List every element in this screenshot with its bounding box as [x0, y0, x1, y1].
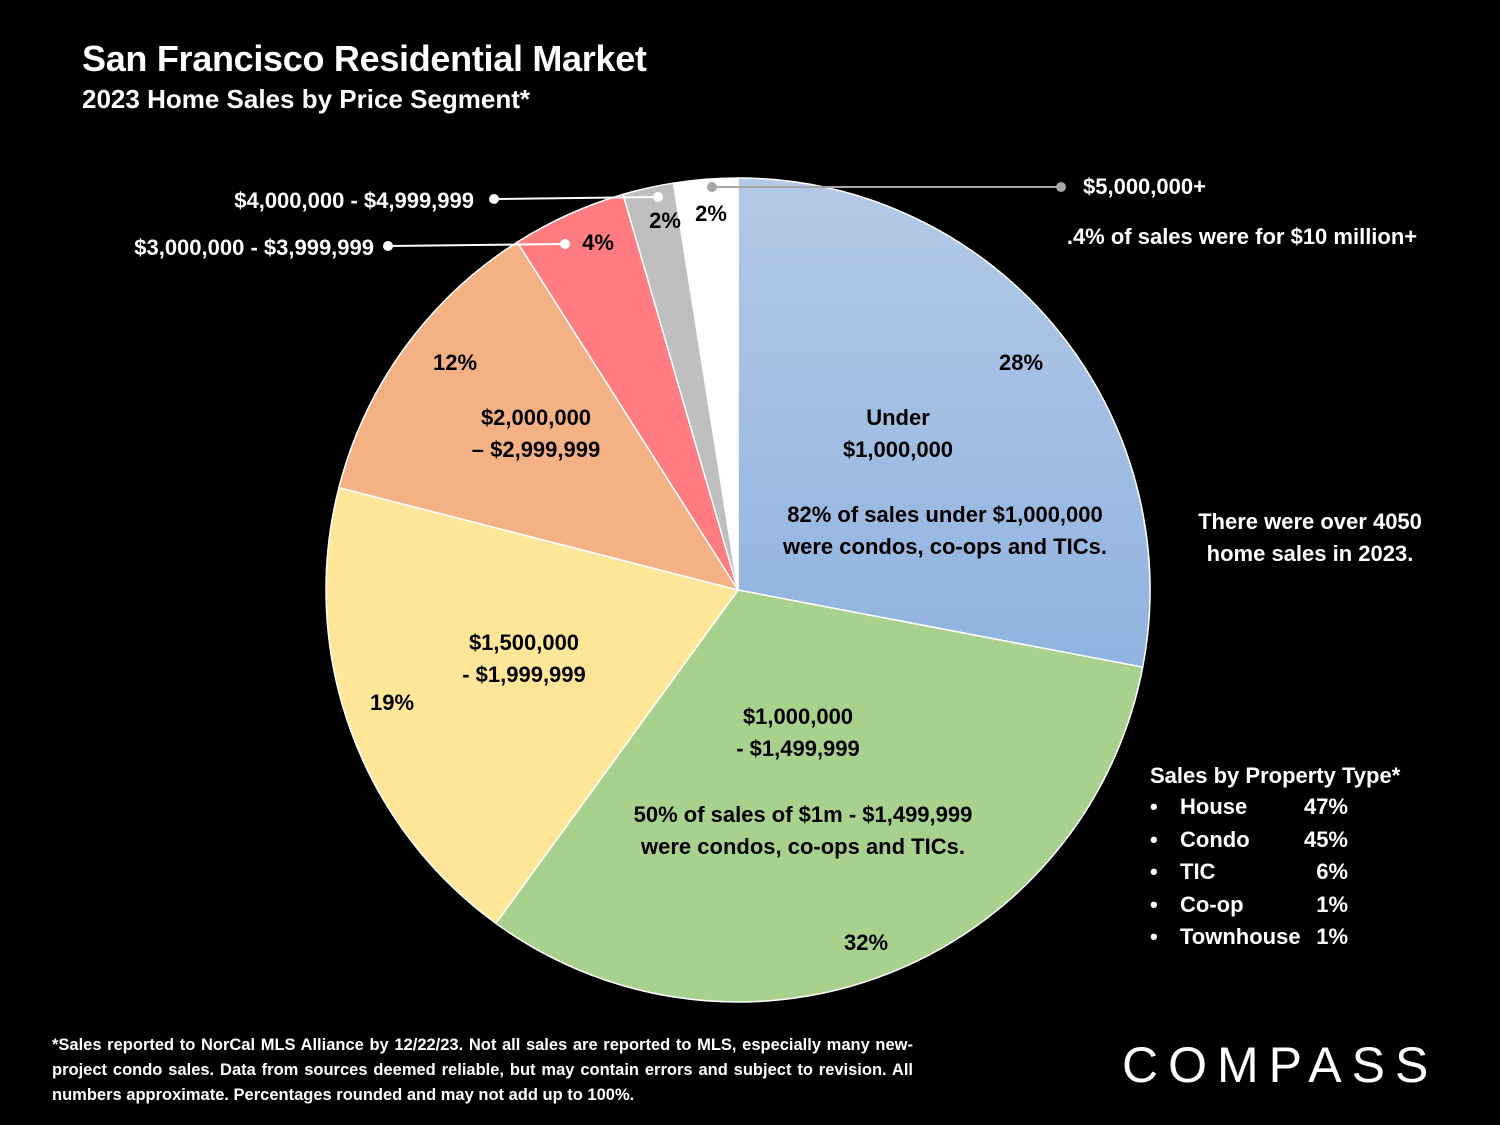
slice-category-label: - $1,999,999	[462, 662, 586, 687]
callout-label: $4,000,000 - $4,999,999	[234, 188, 474, 213]
slice-category-label: $1,000,000	[743, 704, 853, 729]
callout-leader-line	[387, 243, 566, 247]
total-sales-line-1: There were over 4050	[1198, 509, 1422, 534]
slice-category-label: $1,000,000	[843, 437, 953, 462]
footnote: *Sales reported to NorCal MLS Alliance b…	[52, 1036, 913, 1104]
slice-note: were condos, co-ops and TICs.	[782, 534, 1107, 559]
property-type-name: TIC	[1180, 859, 1216, 884]
property-type-name: House	[1180, 794, 1248, 819]
property-type-name: Townhouse	[1180, 924, 1301, 949]
property-type-panel: Sales by Property Type* • House 47% • Condo…	[1150, 763, 1400, 954]
slice-category-label: - $1,499,999	[736, 736, 860, 761]
slice-percent-label: 28%	[999, 350, 1043, 375]
bullet: •	[1150, 924, 1158, 949]
total-sales-note: There were over 4050 home sales in 2023.	[1155, 506, 1465, 570]
callout-dot	[707, 182, 717, 192]
slice-percent-label: 2%	[649, 208, 681, 233]
property-type-list: • House 47% • Condo 45% • TIC 6% • Co-op 1% • Tow…	[1150, 791, 1400, 954]
slice-category-label: Under	[866, 405, 930, 430]
slice-percent-label: 32%	[844, 930, 888, 955]
property-type-item: • Condo 45%	[1150, 824, 1400, 857]
compass-logo: COMPASS	[1122, 1037, 1439, 1093]
callout-dot	[653, 192, 663, 202]
slice-percent-label: 19%	[370, 690, 414, 715]
slice-percent-label: 4%	[582, 230, 614, 255]
bullet: •	[1150, 891, 1158, 917]
slice-category-label: – $2,999,999	[472, 437, 600, 462]
slice-note: 82% of sales under $1,000,000	[787, 502, 1103, 527]
callout-dot	[489, 194, 499, 204]
chart-title: San Francisco Residential Market	[82, 38, 647, 79]
property-type-value: 1%	[1316, 924, 1348, 949]
bullet: •	[1150, 859, 1158, 884]
pie-slice	[325, 486, 740, 925]
ten-million-note: .4% of sales were for $10 million+	[1066, 224, 1418, 249]
property-type-value: 45%	[1303, 826, 1348, 852]
property-type-item: • Co-op 1%	[1150, 889, 1400, 922]
slice-note: 50% of sales of $1m - $1,499,999	[634, 802, 973, 827]
slice-percent-label: 12%	[433, 350, 477, 375]
slice-percent-label: 2%	[695, 201, 727, 226]
callout-dot	[560, 239, 570, 249]
property-type-item: • Townhouse 1%	[1150, 921, 1400, 954]
property-type-name: Condo	[1180, 826, 1250, 852]
property-type-name: Co-op	[1180, 891, 1244, 917]
callout-label: $5,000,000+	[1083, 174, 1206, 199]
callout-leader-line	[493, 196, 659, 200]
pie-slice	[737, 177, 1151, 669]
property-type-title: Sales by Property Type*	[1150, 763, 1401, 788]
chart-subtitle: 2023 Home Sales by Price Segment*	[82, 84, 531, 114]
bullet: •	[1150, 826, 1158, 852]
callout-dot	[1056, 182, 1066, 192]
callout-dot	[383, 241, 393, 251]
pie-slice	[494, 589, 1144, 1003]
slice-category-label: $1,500,000	[469, 630, 579, 655]
slice-note: were condos, co-ops and TICs.	[640, 834, 965, 859]
property-type-value: 6%	[1316, 859, 1348, 884]
callout-label: $3,000,000 - $3,999,999	[134, 235, 374, 260]
pie-slice	[672, 177, 739, 591]
property-type-item: • TIC 6%	[1150, 856, 1400, 889]
total-sales-line-2: home sales in 2023.	[1206, 541, 1414, 566]
property-type-item: • House 47%	[1150, 791, 1400, 824]
bullet: •	[1150, 794, 1158, 819]
pie-slice	[338, 241, 740, 592]
slice-category-label: $2,000,000	[481, 405, 591, 430]
property-type-value: 1%	[1316, 891, 1348, 917]
property-type-value: 47%	[1303, 794, 1348, 819]
